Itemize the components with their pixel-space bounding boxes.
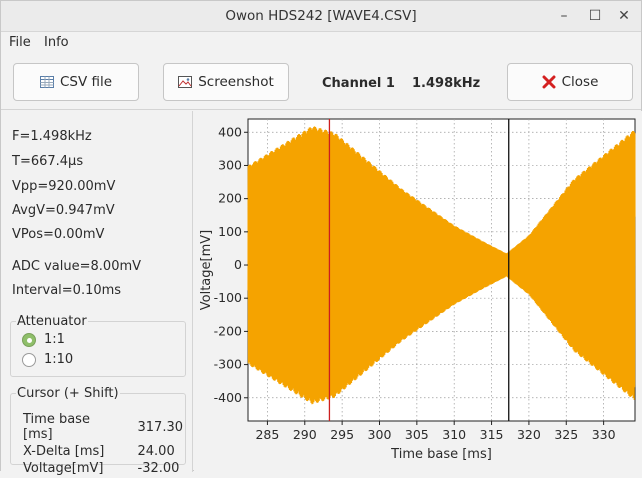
x-tick-label: 315 — [480, 427, 504, 442]
interval-value: Interval=0.10ms — [12, 283, 122, 298]
close-window-button[interactable]: ✕ — [618, 8, 630, 24]
menu-info[interactable]: Info — [44, 35, 69, 50]
screenshot-button[interactable]: Screenshot — [163, 63, 289, 101]
x-tick-label: 305 — [405, 427, 429, 442]
menu-file[interactable]: File — [9, 35, 31, 50]
close-label: Close — [561, 74, 599, 90]
table-icon — [39, 76, 54, 88]
screenshot-label: Screenshot — [198, 74, 274, 90]
close-button[interactable]: Close — [507, 63, 633, 101]
y-tick-label: 0 — [234, 257, 242, 272]
image-icon — [178, 76, 193, 88]
avgv-value: AvgV=0.947mV — [12, 203, 115, 218]
attenuator-option-1-10[interactable]: 1:10 — [22, 352, 73, 367]
y-tick-label: 300 — [218, 157, 242, 172]
x-tick-label: 290 — [293, 427, 317, 442]
cursor-row-xdelta: X-Delta [ms] 24.00 — [23, 444, 183, 459]
frequency-readout: 1.498kHz — [412, 76, 481, 91]
waveform-chart[interactable]: 285 290 295 300 305 310 315 320 325 330 400 300 200… — [194, 111, 642, 472]
radio-selected-icon[interactable] — [22, 332, 36, 347]
cursor-label: Time base [ms] — [23, 412, 90, 442]
y-tick-label: -300 — [214, 357, 242, 372]
vpp-value: Vpp=920.00mV — [12, 179, 116, 194]
x-tick-labels: 285 290 295 300 305 310 315 320 325 330 — [255, 421, 616, 442]
x-tick-label: 295 — [330, 427, 354, 442]
radio-unselected-icon[interactable] — [22, 352, 36, 367]
period-value: T=667.4µs — [12, 154, 84, 169]
y-tick-label: -200 — [214, 323, 242, 338]
x-tick-label: 300 — [368, 427, 392, 442]
x-tick-label: 310 — [442, 427, 466, 442]
attenuator-option-label: 1:1 — [44, 332, 65, 347]
plot-area[interactable]: 285 290 295 300 305 310 315 320 325 330 400 300 200… — [194, 111, 642, 472]
cursor-label: X-Delta [ms] — [23, 444, 105, 459]
y-tick-label: 200 — [218, 191, 242, 206]
maximize-button[interactable]: ☐ — [588, 8, 602, 24]
cursor-label: Voltage[mV] — [23, 461, 104, 476]
waveform — [247, 126, 636, 405]
title-bar: Owon HDS242 [WAVE4.CSV] – ☐ ✕ — [1, 1, 641, 32]
csv-file-button[interactable]: CSV file — [13, 63, 139, 101]
y-axis-label: Voltage[mV] — [199, 230, 214, 310]
x-tick-label: 330 — [592, 427, 616, 442]
frequency-value: F=1.498kHz — [12, 129, 92, 144]
cursor-row-timebase: Time base [ms] 317.30 — [23, 412, 183, 442]
cursor-title: Cursor (+ Shift) — [16, 386, 120, 401]
cursor-group: Cursor (+ Shift) Time base [ms] 317.30 X… — [10, 386, 186, 476]
x-axis-label: Time base [ms] — [390, 447, 492, 462]
y-tick-label: -100 — [214, 290, 242, 305]
x-tick-label: 325 — [554, 427, 578, 442]
adc-value: ADC value=8.00mV — [12, 259, 142, 274]
close-icon — [542, 75, 556, 89]
vpos-value: VPos=0.00mV — [12, 227, 105, 242]
csv-file-label: CSV file — [59, 74, 113, 90]
window-title: Owon HDS242 [WAVE4.CSV] — [225, 8, 417, 24]
toolbar: CSV file Screenshot Channel 1 1.498kHz C… — [1, 54, 641, 110]
attenuator-title: Attenuator — [16, 314, 88, 329]
x-tick-label: 320 — [517, 427, 541, 442]
cursor-value: 317.30 — [137, 419, 184, 435]
channel-label: Channel 1 — [322, 76, 395, 91]
y-tick-label: -400 — [214, 390, 242, 405]
signal-trace — [247, 126, 636, 405]
attenuator-option-label: 1:10 — [44, 352, 74, 367]
info-panel: F=1.498kHz T=667.4µs Vpp=920.00mV AvgV=0… — [1, 111, 193, 476]
y-tick-label: 400 — [218, 124, 242, 139]
cursor-value: -32.00 — [137, 461, 180, 476]
cursor-lines — [328, 119, 510, 421]
cursor-table: Time base [ms] 317.30 X-Delta [ms] 24.00… — [21, 410, 185, 478]
attenuator-option-1-1[interactable]: 1:1 — [22, 332, 65, 347]
attenuator-group: Attenuator 1:1 1:10 — [10, 314, 186, 377]
cursor-value: 24.00 — [137, 444, 175, 459]
y-tick-labels: 400 300 200 100 0 -100 -200 -300 -400 — [214, 124, 248, 405]
minimize-button[interactable]: – — [560, 8, 568, 24]
x-tick-label: 285 — [255, 427, 279, 442]
cursor-row-voltage: Voltage[mV] -32.00 — [23, 461, 183, 476]
menu-bar: File Info — [1, 32, 641, 54]
y-tick-label: 100 — [218, 224, 242, 239]
